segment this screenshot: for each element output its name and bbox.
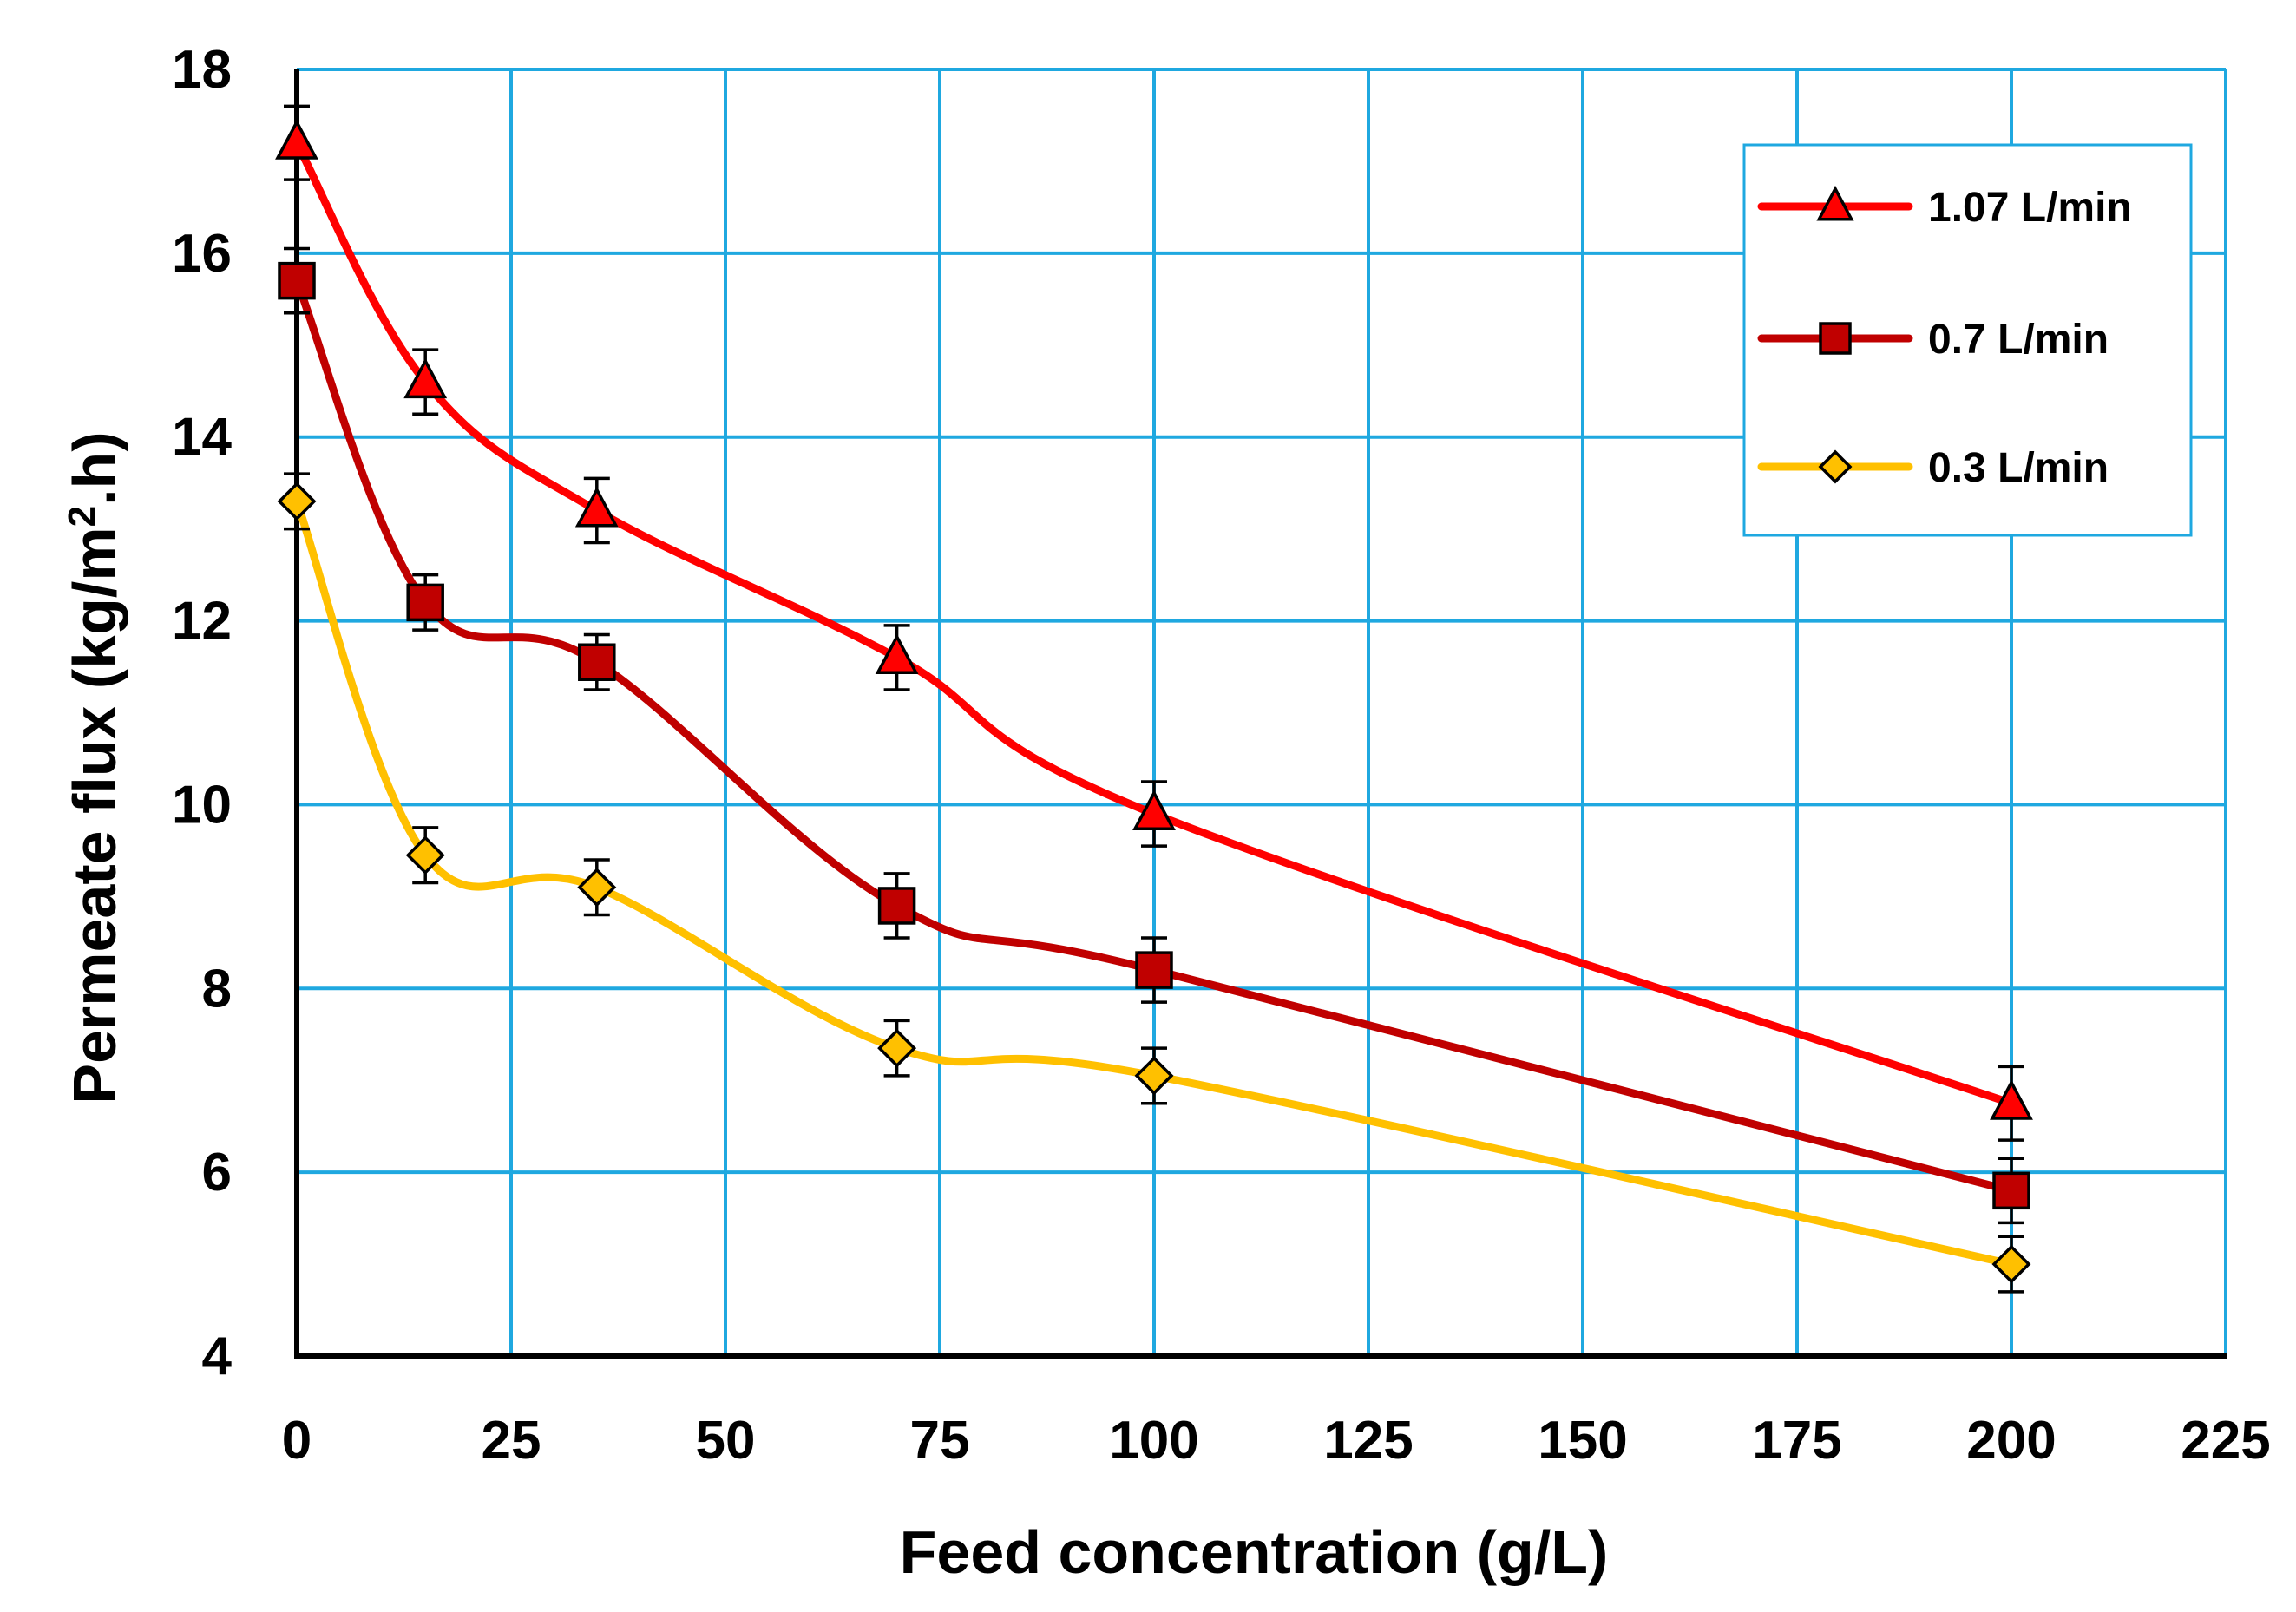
x-tick-label: 0 — [282, 1411, 312, 1471]
x-tick-label: 225 — [2181, 1411, 2270, 1471]
series — [275, 104, 2033, 1294]
data-point — [275, 119, 318, 160]
x-tick-label: 50 — [696, 1411, 756, 1471]
x-tick-label: 75 — [910, 1411, 970, 1471]
y-tick-label: 8 — [202, 959, 232, 1019]
data-point — [574, 486, 619, 528]
legend-label: 0.7 L/min — [1928, 317, 2109, 363]
legend-label: 0.3 L/min — [1928, 445, 2109, 491]
data-point — [1135, 951, 1173, 989]
x-tick-label: 175 — [1752, 1411, 1841, 1471]
y-tick-label: 16 — [172, 224, 232, 284]
series-2 — [277, 472, 2031, 1294]
x-tick-label: 25 — [482, 1411, 541, 1471]
legend-item: 0.3 L/min — [1757, 445, 2109, 491]
y-tick-label: 14 — [172, 408, 232, 468]
legend-items: 1.07 L/min 0.7 L/min 0.3 L/min — [1757, 185, 2132, 491]
data-point — [1990, 1078, 2033, 1120]
data-point — [578, 643, 616, 681]
y-tick-labels: 4 6 8 10 12 14 16 18 — [172, 40, 232, 1386]
series-line — [292, 497, 2016, 1268]
legend-item: 0.7 L/min — [1757, 317, 2109, 363]
x-tick-label: 125 — [1323, 1411, 1413, 1471]
data-point — [1992, 1171, 2030, 1210]
x-axis-title: Feed concentration (g/L) — [900, 1518, 1609, 1586]
y-axis-title-tail: .h) — [61, 431, 128, 506]
series-1 — [278, 246, 2030, 1225]
x-tick-label: 100 — [1109, 1411, 1198, 1471]
y-tick-label: 4 — [202, 1327, 233, 1386]
data-point — [403, 357, 448, 399]
legend-marker — [1818, 449, 1853, 484]
data-point — [405, 835, 445, 875]
y-tick-label: 12 — [172, 592, 232, 652]
legend: 1.07 L/min 0.7 L/min 0.3 L/min — [1742, 143, 2193, 537]
x-tick-label: 200 — [1966, 1411, 2056, 1471]
x-tick-labels: 0 25 50 75 100 125 150 175 200 225 — [282, 1411, 2271, 1471]
y-axis-title-superscript: 2 — [61, 506, 103, 527]
data-point — [875, 633, 919, 674]
data-point — [1132, 790, 1176, 831]
legend-marker — [1819, 322, 1852, 355]
legend-marker — [1816, 185, 1854, 221]
y-axis-title: Permeate flux (kg/m2.h) — [61, 431, 129, 1104]
data-point — [278, 261, 316, 300]
data-point — [1134, 1056, 1174, 1096]
y-tick-label: 6 — [202, 1143, 232, 1202]
y-tick-label: 10 — [172, 775, 232, 835]
y-axis-title-main: Permeate flux (kg/m — [61, 527, 128, 1104]
legend-label: 1.07 L/min — [1928, 185, 2132, 231]
data-point — [406, 583, 444, 622]
data-point — [877, 1028, 917, 1068]
legend-item: 1.07 L/min — [1757, 185, 2132, 231]
data-point — [277, 482, 317, 521]
series-0 — [275, 104, 2033, 1142]
data-point — [577, 868, 617, 908]
data-point — [1991, 1244, 2031, 1284]
data-point — [877, 887, 916, 925]
y-tick-label: 18 — [172, 40, 232, 100]
x-tick-label: 150 — [1538, 1411, 1627, 1471]
